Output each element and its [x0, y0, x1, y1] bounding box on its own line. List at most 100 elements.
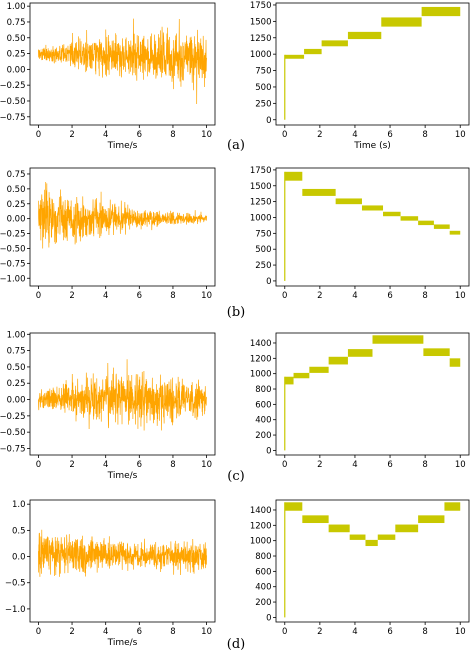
y-tick-label: 1400 [250, 339, 272, 349]
frequency-band-4 [381, 17, 422, 27]
chart-c-left: 0 2 4 6 8 10 −0.75 −0.50 −0.25 0.00 0.25 0.50 0.75 1.… [0, 330, 216, 481]
y-tick-label: 400 [255, 416, 271, 426]
x-tick-label: 4 [352, 130, 357, 140]
x-tick-label: 6 [137, 460, 142, 470]
x-tick-label: 10 [455, 130, 466, 140]
panel-label: (a) [227, 138, 245, 153]
x-tick-label: 10 [201, 130, 212, 140]
x-tick-label: 2 [69, 130, 74, 140]
x-tick-label: 6 [137, 627, 142, 637]
axes-frame [275, 332, 470, 456]
y-tick-label: −0.50 [0, 97, 26, 107]
x-tick-label: 4 [352, 627, 357, 637]
y-tick-label: 1750 [250, 1, 272, 11]
x-tick-label: 8 [422, 460, 427, 470]
y-tick-label: 0.75 [7, 170, 26, 180]
frequency-band-4 [383, 211, 401, 217]
axes-frame [275, 499, 470, 623]
y-tick-label: 0.50 [7, 363, 26, 373]
y-tick-label: 600 [255, 400, 271, 410]
frequency-band-4 [347, 349, 373, 357]
y-tick-label: 0.75 [7, 18, 26, 28]
y-tick-label: 250 [255, 261, 271, 271]
chart-d-left: 0 2 4 6 8 10 −1.0 −0.5 0.0 0.5 1.0 Time/s [5, 499, 216, 648]
x-tick-label: 10 [201, 291, 212, 301]
chart-b-right: 0 2 4 6 8 10 0 250 500 750 1000 1250 1500 1750 [250, 166, 470, 301]
y-tick-label: −0.25 [0, 81, 26, 91]
y-tick-label: 0.0 [12, 553, 26, 563]
frequency-band-8 [444, 502, 461, 511]
y-tick-label: 1000 [250, 537, 272, 547]
plot-area [38, 18, 207, 105]
y-tick-label: 1750 [250, 166, 272, 176]
frequency-band-0 [284, 171, 303, 181]
axes-frame [29, 332, 216, 456]
signal-line [38, 359, 207, 431]
x-tick-label: 2 [317, 627, 322, 637]
plot-area [38, 529, 207, 577]
y-tick-label: 1.00 [7, 2, 26, 12]
y-tick-label: 800 [255, 552, 271, 562]
y-tick-label: 200 [255, 598, 271, 608]
y-tick-label: 1000 [250, 50, 272, 60]
y-tick-label: 0.50 [7, 185, 26, 195]
frequency-band-4 [365, 539, 378, 547]
x-tick-label: 0 [282, 291, 287, 301]
y-tick-label: −0.25 [0, 230, 26, 240]
x-tick-label: 8 [422, 130, 427, 140]
x-tick-label: 2 [69, 291, 74, 301]
x-tick-label: 4 [103, 291, 108, 301]
y-tick-label: 1250 [250, 34, 272, 44]
axes-frame [29, 167, 216, 287]
frequency-band-7 [418, 515, 445, 524]
x-tick-label: 8 [170, 460, 175, 470]
x-tick-label: 8 [170, 627, 175, 637]
x-tick-label: 2 [317, 291, 322, 301]
frequency-band-6 [418, 220, 434, 226]
axes-frame [29, 499, 216, 623]
x-tick-label: 2 [69, 627, 74, 637]
x-tick-label: 0 [282, 130, 287, 140]
x-tick-label: 10 [455, 627, 466, 637]
y-tick-label: −0.25 [0, 412, 26, 422]
y-tick-label: 1.0 [12, 500, 26, 510]
y-tick-label: 1400 [250, 506, 272, 516]
panel-label: (d) [227, 637, 245, 652]
frequency-band-6 [423, 348, 450, 357]
x-tick-label: 10 [455, 460, 466, 470]
y-tick-label: 0.25 [7, 50, 26, 60]
x-tick-label: 6 [387, 627, 392, 637]
plot-area [284, 171, 461, 281]
signal-line [38, 182, 207, 249]
frequency-band-7 [433, 224, 450, 229]
x-tick-label: 2 [69, 460, 74, 470]
x-tick-label: 0 [282, 460, 287, 470]
frequency-band-6 [395, 524, 419, 533]
y-tick-label: 1.00 [7, 330, 26, 340]
y-tick-label: 800 [255, 385, 271, 395]
y-tick-label: 1200 [250, 354, 272, 364]
y-tick-label: 1250 [250, 198, 272, 208]
y-tick-label: −0.50 [0, 428, 26, 438]
frequency-band-3 [328, 356, 348, 365]
y-tick-label: −0.50 [0, 244, 26, 254]
y-tick-label: −0.75 [0, 259, 26, 269]
y-tick-label: 0.00 [7, 65, 26, 75]
x-tick-label: 8 [170, 291, 175, 301]
panel-label: (b) [227, 305, 245, 320]
axes-frame [29, 2, 216, 126]
frequency-band-3 [349, 534, 366, 540]
y-tick-label: 1500 [250, 182, 272, 192]
frequency-band-2 [309, 366, 329, 373]
y-tick-label: 0 [266, 116, 271, 126]
x-tick-label: 8 [422, 291, 427, 301]
y-tick-label: −1.00 [0, 274, 26, 284]
x-tick-label: 10 [455, 291, 466, 301]
y-tick-label: −0.5 [5, 579, 26, 589]
chart-b-left: 0 2 4 6 8 10 −1.00 −0.75 −0.50 −0.25 0.00 0.25 0.50 0… [0, 167, 216, 301]
x-tick-label: 2 [317, 460, 322, 470]
x-axis-label: Time/s [107, 471, 138, 481]
x-tick-label: 4 [352, 460, 357, 470]
plot-area [284, 335, 461, 451]
